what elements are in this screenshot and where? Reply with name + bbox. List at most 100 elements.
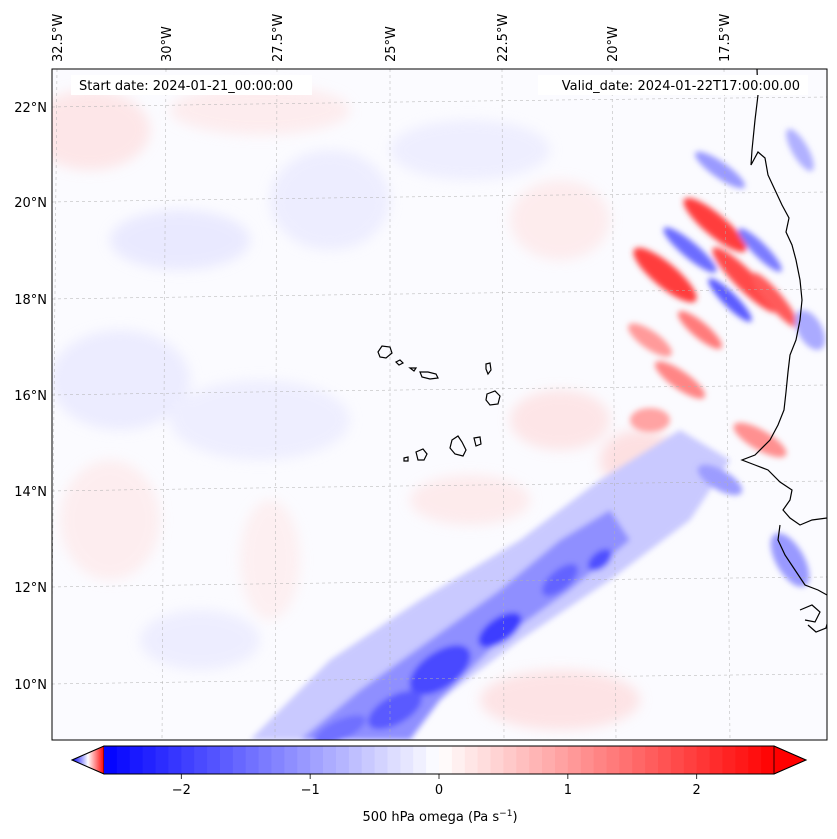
coastlines <box>377 69 827 633</box>
latitude-labels: 22°N 20°N 18°N 16°N 14°N 12°N 10°N <box>14 101 47 693</box>
colorbar: −2 −1 0 1 2 500 hPa omega (Pa s−1) <box>70 745 808 825</box>
meridian-line <box>501 69 505 740</box>
colorbar-band <box>258 746 272 774</box>
colorbar-band <box>207 746 221 774</box>
map-panel: Start date: 2024-01-21_00:00:00 Valid_da… <box>51 68 828 741</box>
longitude-label: 17.5°W <box>718 14 733 62</box>
colorbar-band <box>116 746 131 774</box>
colorbar-bands <box>104 746 775 774</box>
colorbar-band <box>490 746 504 774</box>
colorbar-band <box>219 746 234 774</box>
valid-date-box <box>538 75 808 95</box>
colorbar-band <box>593 746 607 774</box>
colorbar-band <box>477 746 492 774</box>
colorbar-tick-label: −2 <box>172 783 191 798</box>
longitude-label: 32.5°W <box>51 14 66 62</box>
latitude-label: 16°N <box>14 389 47 404</box>
latitude-label: 10°N <box>14 678 47 693</box>
parallel-line <box>52 96 827 108</box>
island-santa-luzia <box>408 367 418 372</box>
colorbar-band <box>619 746 633 774</box>
colorbar-low-extend <box>71 745 105 775</box>
colorbar-tick-label: 2 <box>693 783 701 798</box>
latitude-label: 18°N <box>14 293 47 308</box>
colorbar-band <box>735 746 749 774</box>
meridian-line <box>723 69 731 740</box>
colorbar-band <box>709 746 723 774</box>
colorbar-band <box>748 746 762 774</box>
colorbar-band <box>632 746 646 774</box>
colorbar-tick-label: −1 <box>301 783 320 798</box>
colorbar-band <box>348 746 363 774</box>
colorbar-band <box>387 746 401 774</box>
island-sao-nicolau <box>419 371 439 380</box>
colorbar-band <box>361 746 376 774</box>
colorbar-band <box>722 746 736 774</box>
latitude-label: 20°N <box>14 196 47 211</box>
colorbar-band <box>181 746 195 774</box>
colorbar-band <box>645 746 659 774</box>
colorbar-band <box>400 746 414 774</box>
parallel-line <box>52 191 827 203</box>
colorbar-band <box>606 746 620 774</box>
colorbar-ticks: −2 −1 0 1 2 <box>172 774 701 798</box>
island-santo-antao <box>377 345 393 359</box>
colorbar-band <box>245 746 260 774</box>
coastal-banding <box>628 128 826 587</box>
colorbar-band <box>464 746 479 774</box>
colorbar-band <box>426 746 440 774</box>
colorbar-outline <box>70 745 808 775</box>
island-brava <box>403 456 409 462</box>
colorbar-band <box>310 746 324 774</box>
colorbar-band <box>670 746 685 774</box>
meridian-line <box>161 69 167 740</box>
colorbar-band <box>104 746 118 774</box>
island-santiago <box>449 435 467 457</box>
colorbar-band <box>658 746 672 774</box>
colorbar-band <box>554 746 569 774</box>
island-fogo <box>415 448 428 461</box>
meridian-line <box>611 69 617 740</box>
longitude-label: 30°W <box>160 26 175 62</box>
parallel-line <box>52 480 827 492</box>
colorbar-band <box>516 746 530 774</box>
colorbar-band <box>503 746 517 774</box>
parallel-line <box>52 288 827 300</box>
island-sao-vicente <box>394 359 405 366</box>
colorbar-band <box>529 746 543 774</box>
colorbar-tick-label: 0 <box>435 783 443 798</box>
colorbar-band <box>323 746 337 774</box>
island-boa-vista <box>485 390 501 406</box>
colorbar-band <box>297 746 311 774</box>
colorbar-band <box>374 746 388 774</box>
gridlines <box>52 69 827 740</box>
island-maio <box>473 436 482 447</box>
colorbar-band <box>696 746 711 774</box>
colorbar-band <box>284 746 298 774</box>
meridian-line <box>274 69 278 740</box>
colorbar-band <box>194 746 208 774</box>
longitude-label: 20°W <box>606 26 621 62</box>
colorbar-band <box>129 746 144 774</box>
colorbar-band <box>439 746 453 774</box>
latitude-label: 14°N <box>14 485 47 500</box>
colorbar-band <box>335 746 350 774</box>
valid-date-label: Valid_date: 2024-01-22T17:00:00.00 <box>562 79 800 94</box>
colorbar-band <box>567 746 582 774</box>
african-coastline <box>740 69 827 633</box>
omega-field <box>52 85 826 740</box>
latitude-label: 12°N <box>14 581 47 596</box>
ascending-band <box>250 430 730 740</box>
longitude-label: 27.5°W <box>271 14 286 62</box>
latitude-label: 22°N <box>14 101 47 116</box>
start-date-box <box>71 75 312 95</box>
colorbar-band <box>271 746 285 774</box>
parallel-line <box>52 673 827 685</box>
colorbar-band <box>761 746 775 774</box>
colorbar-high-extend <box>773 745 807 775</box>
start-date-label: Start date: 2024-01-21_00:00:00 <box>79 79 293 94</box>
colorbar-band <box>542 746 556 774</box>
colorbar-tick-label: 1 <box>564 783 572 798</box>
longitude-label: 25°W <box>384 26 399 62</box>
